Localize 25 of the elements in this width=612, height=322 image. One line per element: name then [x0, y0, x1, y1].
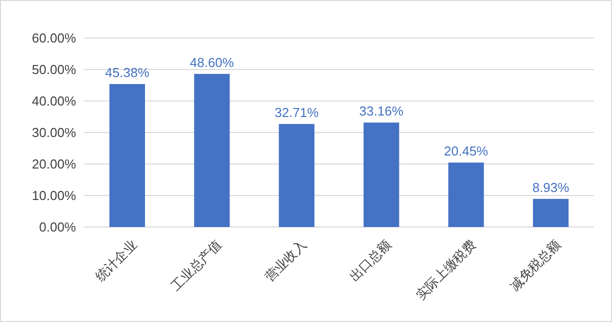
data-label: 48.60% [190, 54, 234, 70]
y-tick-label: 50.00% [32, 62, 76, 78]
data-label: 33.16% [359, 104, 404, 119]
y-tick-label: 60.00% [32, 30, 76, 46]
x-tick-label: 出口总额 [346, 236, 394, 284]
bar [448, 162, 484, 227]
x-tick-label: 工业总产值 [168, 236, 224, 294]
data-label: 45.38% [105, 65, 150, 80]
y-tick-label: 0.00% [39, 220, 76, 235]
x-tick-label: 减免税总额 [506, 236, 564, 294]
data-label: 20.45% [444, 144, 489, 159]
bar [278, 124, 314, 227]
data-label: 32.71% [274, 104, 320, 120]
y-tick-label: 30.00% [32, 125, 76, 140]
data-label: 8.93% [532, 180, 570, 195]
x-tick-label: 营业收入 [262, 236, 310, 284]
bar [194, 74, 230, 227]
x-tick-label: 实际上缴税费 [412, 236, 479, 303]
y-tick-label: 40.00% [32, 94, 76, 109]
y-tick-label: 20.00% [32, 156, 76, 172]
bar [109, 84, 145, 227]
bar [364, 122, 400, 227]
x-tick-label: 统计企业 [92, 236, 140, 284]
y-tick-label: 10.00% [32, 188, 76, 204]
bar [533, 198, 569, 227]
